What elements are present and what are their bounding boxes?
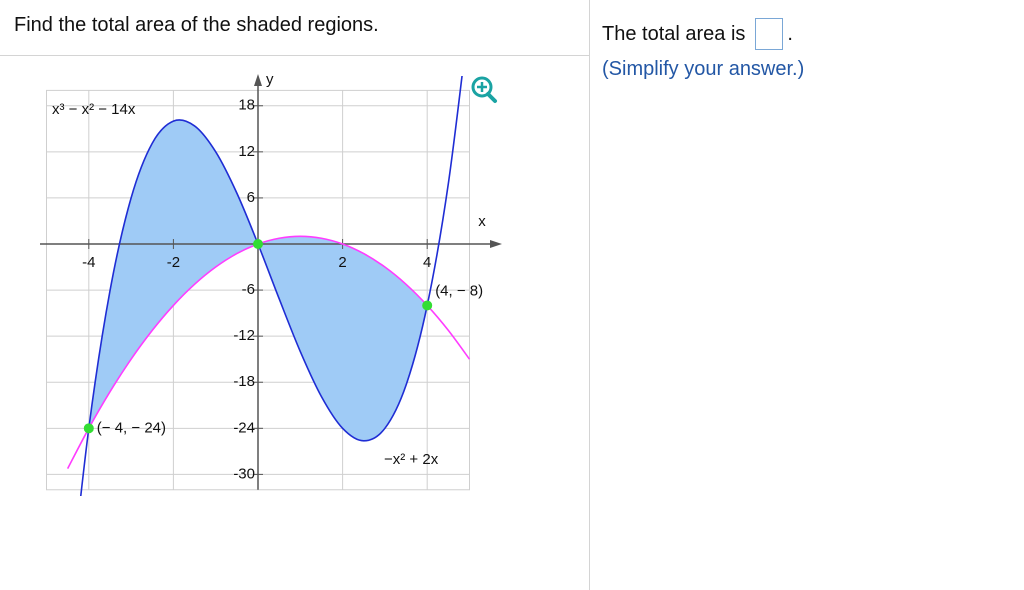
curves: [66, 76, 471, 496]
divider: [0, 55, 589, 56]
question: Find the total area of the shaded region…: [14, 14, 379, 36]
divider: [589, 0, 590, 590]
y-tick-label: -24: [233, 419, 255, 436]
curve: [79, 76, 463, 496]
point: [253, 239, 263, 249]
answer-row: The total area is .: [602, 18, 793, 50]
y-tick-label: -30: [233, 465, 255, 482]
x-axis-arrow: [490, 240, 502, 248]
curve-label: −x² + 2x: [384, 451, 439, 468]
answer-input[interactable]: [755, 18, 784, 50]
y-tick-label: -18: [233, 373, 255, 390]
y-tick-label: 12: [238, 143, 255, 160]
curve: [66, 235, 471, 470]
shaded-region: [88, 119, 428, 441]
y-tick-label: -12: [233, 327, 255, 344]
point: [83, 423, 94, 434]
x-axis-label: x: [478, 213, 486, 230]
x-tick-label: 4: [423, 254, 431, 271]
y-tick-label: 6: [247, 189, 255, 206]
y-axis-arrow: [254, 74, 262, 86]
y-tick-label: -6: [242, 281, 255, 298]
point-label: (− 4, − 24): [97, 419, 166, 436]
x-tick-label: -2: [167, 254, 180, 271]
answer-end: .: [787, 22, 793, 45]
y-axis-label: y: [266, 71, 274, 88]
x-tick-label: 2: [338, 254, 346, 271]
curve-label: x³ − x² − 14x: [52, 101, 136, 118]
answer-prompt: The total area is: [602, 22, 746, 45]
point: [422, 300, 433, 311]
y-tick-label: 18: [238, 97, 255, 114]
point-label: (4, − 8): [435, 282, 483, 299]
x-tick-label: -4: [82, 254, 95, 271]
answer-hint: (Simplify your answer.): [602, 58, 805, 80]
zoom-icon[interactable]: [471, 76, 497, 103]
